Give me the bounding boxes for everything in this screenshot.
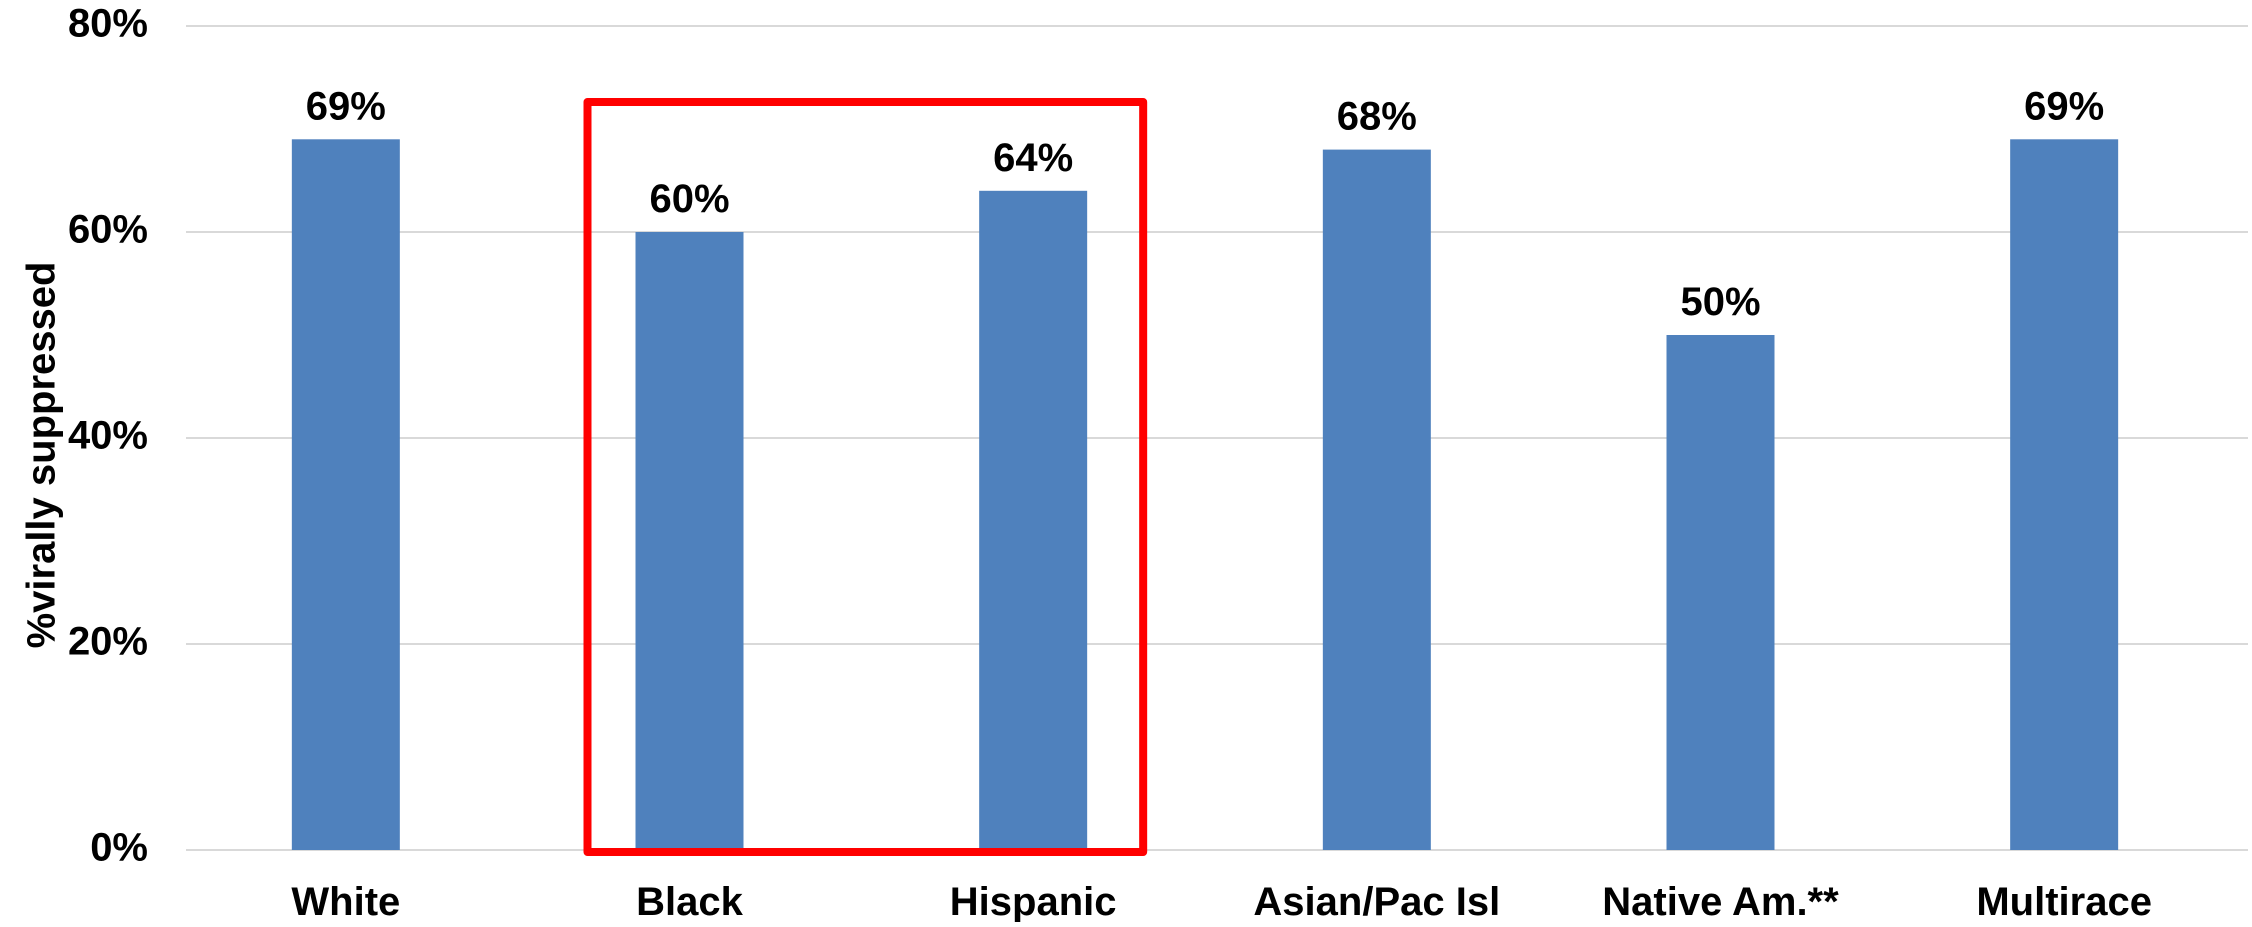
data-label: 60%: [649, 177, 729, 221]
x-tick-label: White: [291, 880, 400, 922]
bar: [291, 139, 400, 851]
bar: [979, 190, 1088, 851]
y-axis-ticks: 0% 20% 40% 60% 80%: [68, 2, 148, 870]
y-tick-label: 20%: [68, 620, 148, 664]
bar: [635, 232, 744, 850]
x-tick-label: Native Am.**: [1602, 880, 1839, 922]
data-label: 50%: [1680, 280, 1760, 324]
bars: [291, 139, 2119, 851]
gridlines: [186, 25, 2248, 851]
y-tick-label: 0%: [90, 826, 148, 870]
bar: [2010, 139, 2119, 851]
bar: [1666, 335, 1775, 850]
x-tick-label: Asian/Pac Isl: [1253, 880, 1500, 922]
bar: [1322, 149, 1431, 851]
data-label: 68%: [1337, 95, 1417, 139]
x-tick-label: Black: [636, 880, 743, 922]
data-labels: 69% 60% 64% 68% 50% 69%: [306, 84, 2104, 324]
y-axis-label: %virally suppressed: [20, 262, 64, 649]
x-axis-ticks: White Black Hispanic Asian/Pac Isl Native Am…: [291, 880, 2152, 924]
highlight-box: [583, 98, 1148, 856]
x-tick-label: Hispanic: [950, 880, 1117, 922]
y-tick-label: 80%: [68, 2, 148, 46]
y-tick-label: 40%: [68, 414, 148, 458]
y-tick-label: 60%: [68, 208, 148, 252]
highlight-layer: [583, 98, 1148, 856]
data-label: 64%: [993, 136, 1073, 180]
data-label: 69%: [2024, 84, 2104, 128]
x-tick-label: Multirace: [1976, 880, 2152, 922]
data-label: 69%: [306, 84, 386, 128]
